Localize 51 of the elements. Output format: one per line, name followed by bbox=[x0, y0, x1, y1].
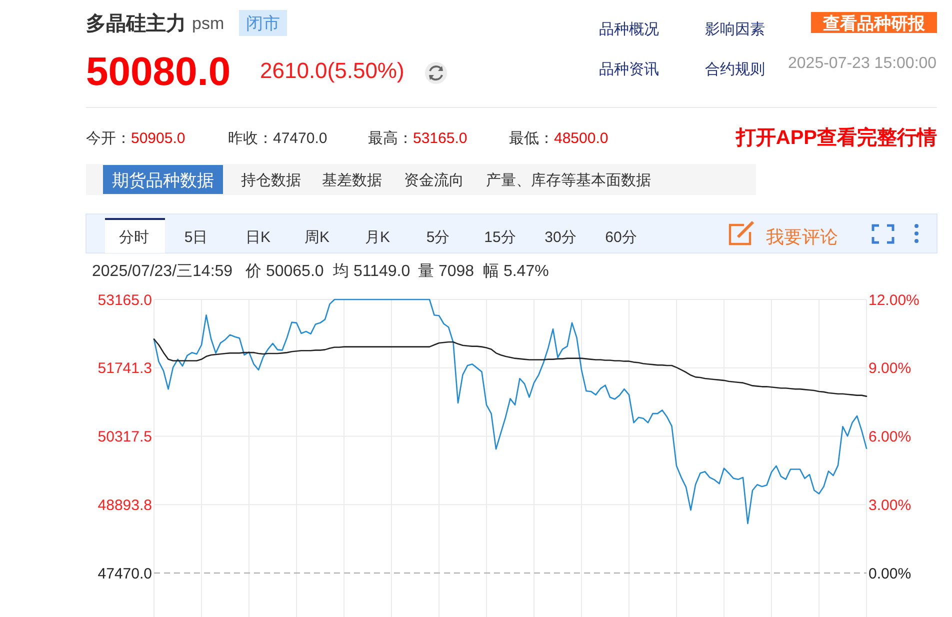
text: 今开： bbox=[86, 130, 131, 147]
text: 期货品种数据 bbox=[112, 171, 214, 190]
text: 月K bbox=[364, 229, 390, 246]
text: 47470.0 bbox=[273, 130, 328, 147]
text: 价 50065.0 bbox=[244, 263, 324, 280]
text: 53165.0 bbox=[413, 130, 468, 147]
y2-tick-label: 3.00% bbox=[868, 496, 912, 514]
y-tick-label: 50317.5 bbox=[98, 428, 152, 446]
text: 2610.0(5.50%) bbox=[260, 58, 404, 83]
text: 周K bbox=[304, 229, 330, 246]
text: 资金流向 bbox=[404, 172, 464, 189]
text: 最低： bbox=[509, 130, 554, 147]
text: 均 51149.0 bbox=[332, 263, 410, 280]
text: 品种概况 bbox=[599, 21, 659, 38]
text: 2025/07/23/三14:59 bbox=[92, 263, 233, 280]
text: 我要评论 bbox=[766, 227, 838, 247]
y2-tick-label: 6.00% bbox=[868, 428, 912, 446]
text: 产量、库存等基本面数据 bbox=[486, 172, 651, 189]
y-tick-label: 47470.0 bbox=[98, 565, 152, 582]
y-tick-label: 51741.3 bbox=[98, 360, 152, 378]
chart-title: 多晶硅主力 bbox=[86, 12, 186, 35]
text: 影响因素 bbox=[705, 21, 765, 38]
text: 5日 bbox=[184, 229, 208, 246]
text: 幅 5.47% bbox=[483, 263, 549, 280]
text: 品种资讯 bbox=[599, 61, 659, 78]
text: 打开APP查看完整行情 bbox=[734, 126, 937, 149]
text: 15分 bbox=[484, 229, 516, 246]
text: 闭市 bbox=[246, 14, 280, 33]
text: 50080.0 bbox=[86, 50, 231, 94]
text: 5分 bbox=[426, 229, 450, 246]
text: 查看品种研报 bbox=[822, 14, 926, 33]
y-tick-label: 53165.0 bbox=[98, 292, 152, 309]
y2-tick-label: 12.00% bbox=[868, 292, 920, 309]
text: 50905.0 bbox=[131, 130, 186, 147]
text: 最高： bbox=[368, 130, 413, 147]
text: 30分 bbox=[544, 229, 576, 246]
line-series bbox=[153, 338, 868, 397]
text: 分时 bbox=[119, 229, 149, 246]
text: 60分 bbox=[605, 229, 637, 246]
text: 2025-07-23 15:00:00 bbox=[788, 55, 937, 72]
y2-tick-label: 9.00% bbox=[868, 360, 912, 378]
text: 48500.0 bbox=[554, 130, 608, 147]
text: 量 7098 bbox=[418, 263, 474, 280]
chart-subtitle: psm bbox=[192, 14, 224, 33]
text: 基差数据 bbox=[322, 172, 382, 189]
y-tick-label: 48893.8 bbox=[98, 496, 152, 514]
text: 日K bbox=[245, 229, 271, 246]
text: 昨收： bbox=[228, 130, 273, 147]
y2-tick-label: 0.00% bbox=[868, 565, 912, 582]
text: 持仓数据 bbox=[241, 172, 301, 189]
text: 合约规则 bbox=[705, 61, 765, 78]
